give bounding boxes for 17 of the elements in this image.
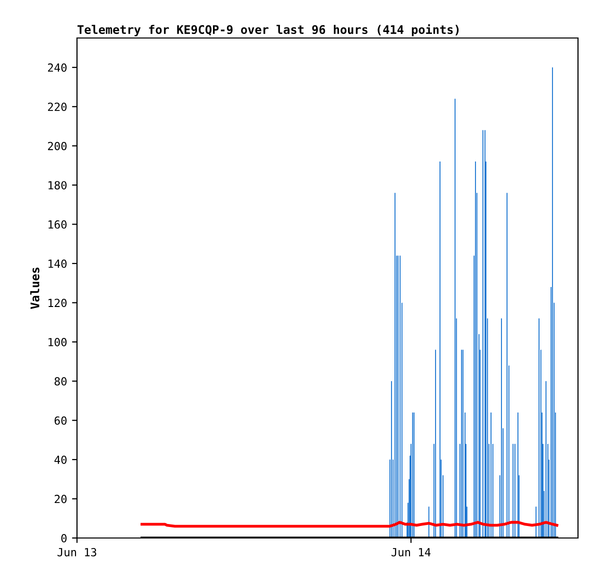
y-tick-label: 240 bbox=[48, 63, 67, 72]
y-tick-label: 0 bbox=[61, 534, 67, 542]
y-tick-label: 120 bbox=[48, 298, 67, 308]
y-tick-label: 80 bbox=[54, 377, 67, 386]
chart-title: Telemetry for KE9CQP-9 over last 96 hours (414 points) bbox=[78, 24, 459, 36]
y-axis-title: Values bbox=[30, 268, 40, 309]
y-tick-label: 40 bbox=[54, 456, 67, 464]
x-tick-label: Jun 14 bbox=[392, 548, 431, 556]
y-tick-label: 20 bbox=[54, 494, 67, 504]
y-tick-label: 100 bbox=[48, 338, 67, 346]
y-tick-label: 220 bbox=[48, 102, 67, 112]
x-tick-label: Jun 13 bbox=[58, 548, 96, 556]
y-tick-label: 140 bbox=[48, 259, 67, 268]
y-tick-label: 160 bbox=[48, 220, 67, 229]
y-tick-label: 180 bbox=[48, 181, 67, 190]
y-tick-label: 60 bbox=[54, 416, 67, 425]
y-tick-label: 200 bbox=[48, 142, 67, 150]
